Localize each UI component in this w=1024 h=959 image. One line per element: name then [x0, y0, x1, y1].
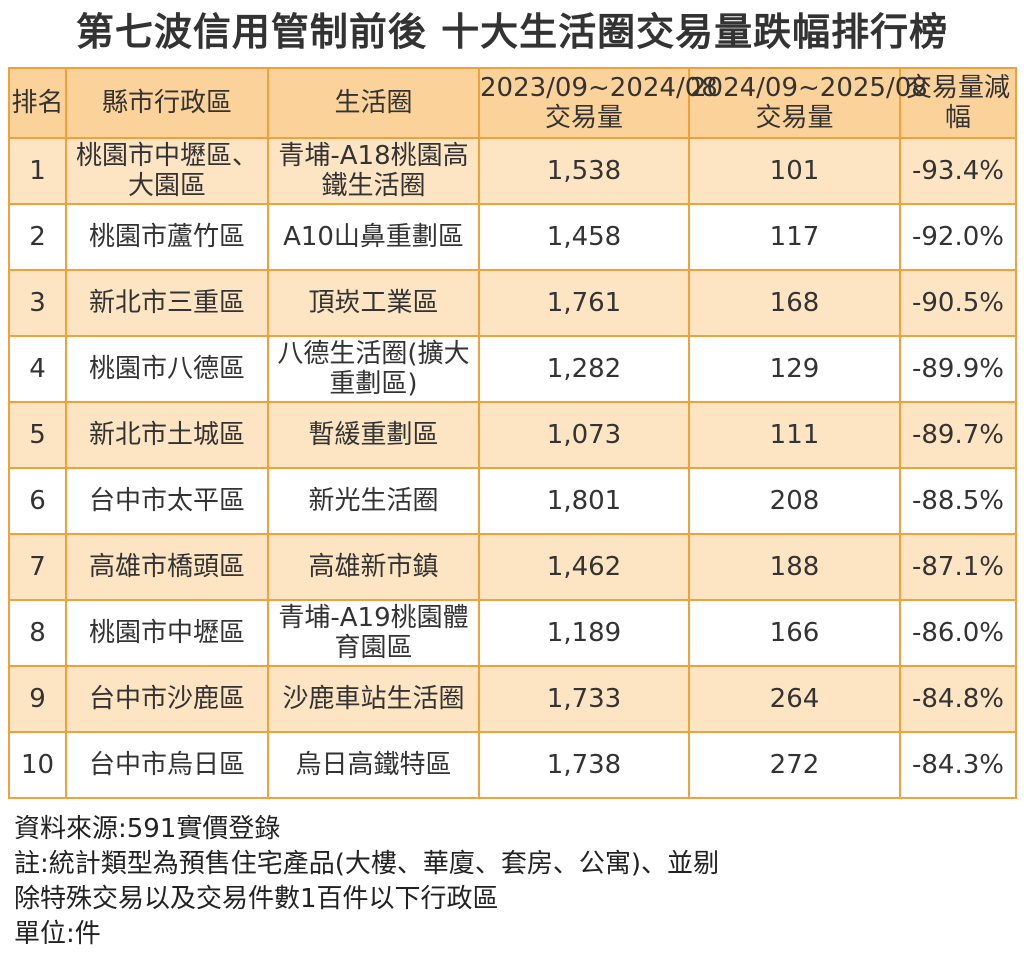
- footnotes: 資料來源:591實價登錄 註:統計類型為預售住宅產品(大樓、華廈、套房、公寓)、…: [14, 812, 1014, 952]
- cell-district: 桃園市中壢區、大園區: [65, 137, 269, 205]
- header-after: 2024/09~2025/08交易量: [688, 67, 928, 139]
- cell-area: 高雄新市鎮: [267, 533, 480, 601]
- cell-change: -89.7%: [899, 401, 1017, 469]
- table-row: 2 桃園市蘆竹區 A10山鼻重劃區 1,458 117 -92.0%: [8, 203, 1017, 271]
- cell-rank: 6: [8, 467, 67, 535]
- cell-area: 頂崁工業區: [267, 269, 480, 337]
- cell-rank: 3: [8, 269, 67, 337]
- cell-rank: 9: [8, 665, 67, 733]
- table-row: 3 新北市三重區 頂崁工業區 1,761 168 -90.5%: [8, 269, 1017, 337]
- cell-change: -92.0%: [899, 203, 1017, 271]
- cell-change: -93.4%: [899, 137, 1017, 205]
- cell-rank: 2: [8, 203, 67, 271]
- method-note-line-2: 除特殊交易以及交易件數1百件以下行政區: [14, 884, 499, 914]
- cell-after: 166: [688, 599, 901, 667]
- cell-rank: 4: [8, 335, 67, 403]
- cell-area: A10山鼻重劃區: [267, 203, 480, 271]
- unit-note: 單位:件: [14, 919, 101, 949]
- page-title: 第七波信用管制前後 十大生活圈交易量跌幅排行榜: [75, 10, 949, 54]
- cell-district: 桃園市蘆竹區: [65, 203, 269, 271]
- cell-area: 青埔-A18桃園高鐵生活圈: [267, 137, 480, 205]
- cell-district: 高雄市橋頭區: [65, 533, 269, 601]
- table-row: 6 台中市太平區 新光生活圈 1,801 208 -88.5%: [8, 467, 1017, 535]
- cell-district: 新北市三重區: [65, 269, 269, 337]
- source-note: 資料來源:591實價登錄: [14, 814, 281, 844]
- cell-before: 1,733: [478, 665, 690, 733]
- table-row: 4 桃園市八德區 八德生活圈(擴大重劃區) 1,282 129 -89.9%: [8, 335, 1017, 403]
- cell-after: 117: [688, 203, 901, 271]
- cell-rank: 8: [8, 599, 67, 667]
- cell-district: 台中市沙鹿區: [65, 665, 269, 733]
- cell-area: 八德生活圈(擴大重劃區): [267, 335, 480, 403]
- table-row: 7 高雄市橋頭區 高雄新市鎮 1,462 188 -87.1%: [8, 533, 1017, 601]
- method-note-line-1: 註:統計類型為預售住宅產品(大樓、華廈、套房、公寓)、並剔: [14, 849, 720, 879]
- cell-rank: 5: [8, 401, 67, 469]
- cell-before: 1,738: [478, 731, 690, 799]
- cell-after: 101: [688, 137, 901, 205]
- cell-change: -86.0%: [899, 599, 1017, 667]
- cell-after: 188: [688, 533, 901, 601]
- cell-district: 台中市烏日區: [65, 731, 269, 799]
- header-before: 2023/09~2024/08交易量: [478, 67, 718, 139]
- cell-after: 264: [688, 665, 901, 733]
- cell-change: -84.8%: [899, 665, 1017, 733]
- table-header-row: 排名 縣市行政區 生活圈 2023/09~2024/08交易量 2024/09~…: [8, 67, 1017, 139]
- cell-district: 桃園市八德區: [65, 335, 269, 403]
- cell-before: 1,458: [478, 203, 690, 271]
- table-row: 5 新北市土城區 暫緩重劃區 1,073 111 -89.7%: [8, 401, 1017, 469]
- table-row: 9 台中市沙鹿區 沙鹿車站生活圈 1,733 264 -84.8%: [8, 665, 1017, 733]
- cell-district: 台中市太平區: [65, 467, 269, 535]
- cell-change: -90.5%: [899, 269, 1017, 337]
- header-area: 生活圈: [267, 67, 480, 139]
- cell-area: 沙鹿車站生活圈: [267, 665, 480, 733]
- cell-before: 1,189: [478, 599, 690, 667]
- header-change: 交易量減幅: [899, 67, 1017, 139]
- cell-area: 青埔-A19桃園體育園區: [267, 599, 480, 667]
- header-district: 縣市行政區: [65, 67, 269, 139]
- cell-change: -84.3%: [899, 731, 1017, 799]
- cell-change: -89.9%: [899, 335, 1017, 403]
- cell-after: 272: [688, 731, 901, 799]
- cell-area: 暫緩重劃區: [267, 401, 480, 469]
- cell-change: -87.1%: [899, 533, 1017, 601]
- cell-district: 新北市土城區: [65, 401, 269, 469]
- cell-district: 桃園市中壢區: [65, 599, 269, 667]
- cell-before: 1,462: [478, 533, 690, 601]
- table-row: 8 桃園市中壢區 青埔-A19桃園體育園區 1,189 166 -86.0%: [8, 599, 1017, 667]
- cell-change: -88.5%: [899, 467, 1017, 535]
- cell-before: 1,538: [478, 137, 690, 205]
- cell-rank: 1: [8, 137, 67, 205]
- cell-rank: 7: [8, 533, 67, 601]
- cell-area: 新光生活圈: [267, 467, 480, 535]
- cell-after: 129: [688, 335, 901, 403]
- cell-before: 1,801: [478, 467, 690, 535]
- table-row: 1 桃園市中壢區、大園區 青埔-A18桃園高鐵生活圈 1,538 101 -93…: [8, 137, 1017, 205]
- table-row: 10 台中市烏日區 烏日高鐵特區 1,738 272 -84.3%: [8, 731, 1017, 799]
- cell-after: 168: [688, 269, 901, 337]
- cell-after: 111: [688, 401, 901, 469]
- ranking-table: 排名 縣市行政區 生活圈 2023/09~2024/08交易量 2024/09~…: [8, 67, 1017, 799]
- header-rank: 排名: [8, 67, 67, 139]
- cell-before: 1,073: [478, 401, 690, 469]
- cell-rank: 10: [8, 731, 67, 799]
- cell-before: 1,761: [478, 269, 690, 337]
- cell-before: 1,282: [478, 335, 690, 403]
- cell-area: 烏日高鐵特區: [267, 731, 480, 799]
- cell-after: 208: [688, 467, 901, 535]
